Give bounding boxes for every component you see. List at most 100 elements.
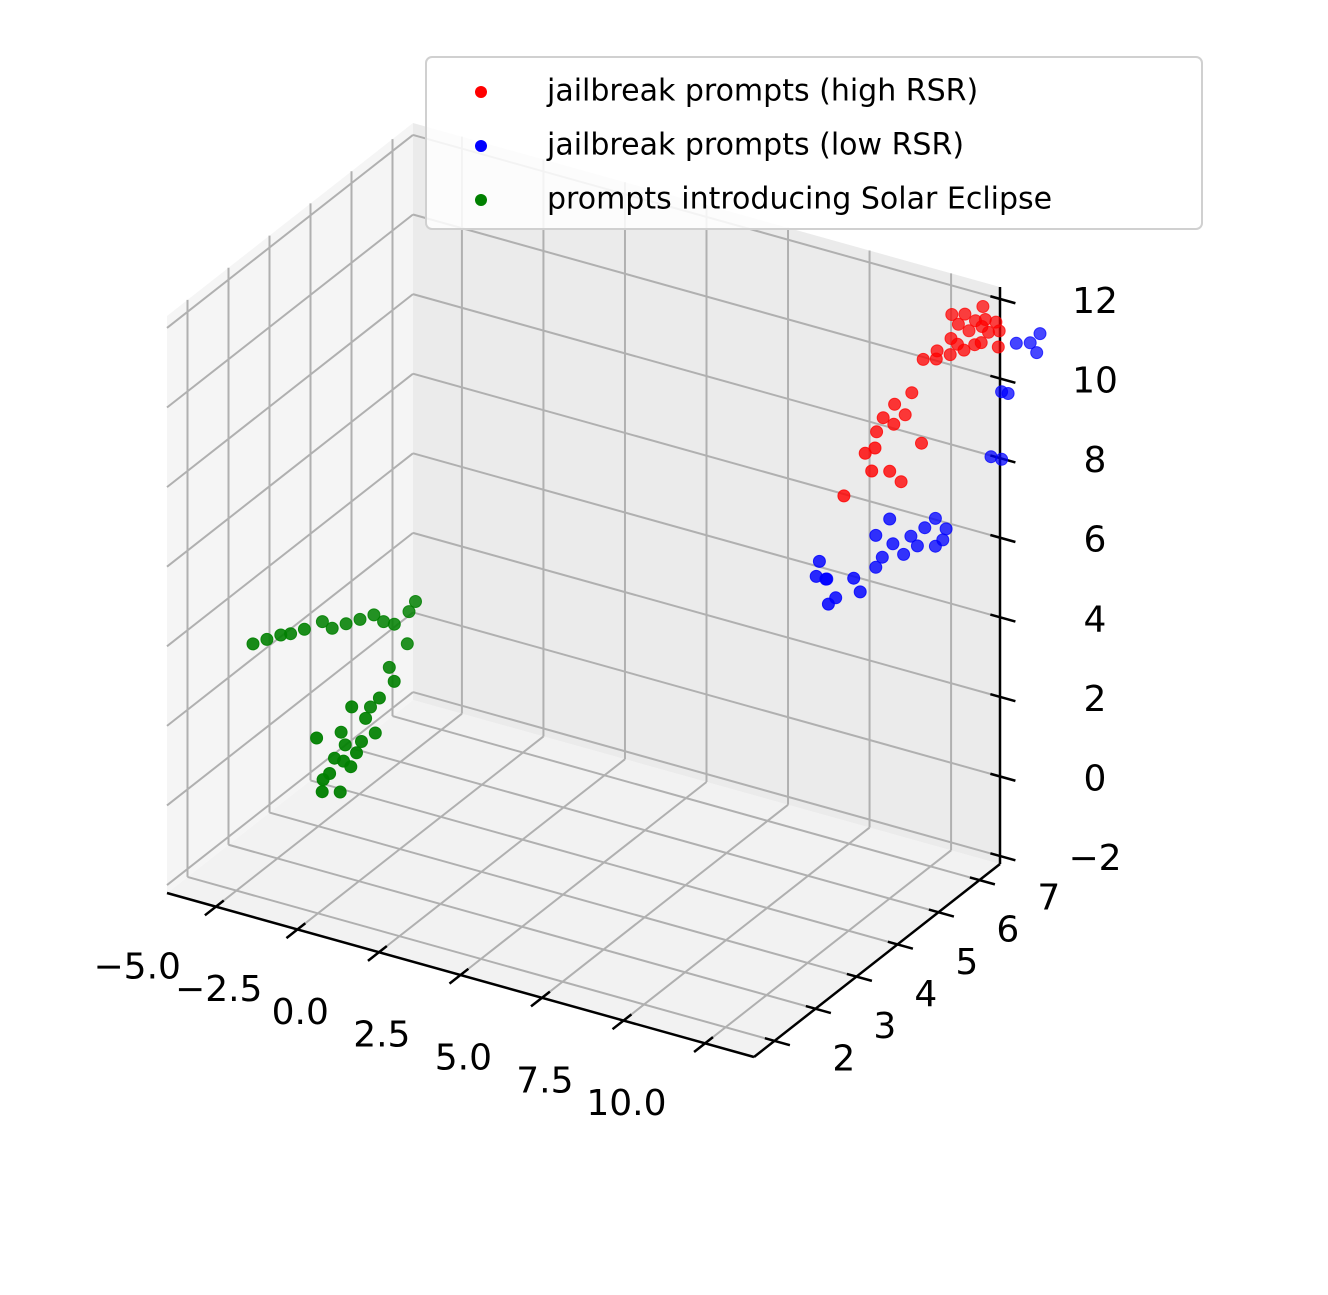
grid-line [187, 875, 775, 1042]
data-point [344, 760, 358, 774]
data-point [364, 700, 377, 714]
y-tick [928, 908, 955, 918]
data-point [334, 725, 348, 739]
legend-label: prompts introducing Solar Eclipse [547, 182, 1052, 217]
x-tick [204, 899, 225, 917]
grid-line [412, 531, 1001, 698]
data-point [995, 452, 1009, 466]
data-point [1009, 336, 1023, 350]
data-point [915, 436, 928, 450]
x-tick [611, 1013, 633, 1031]
series-1 [837, 300, 1006, 503]
data-point [883, 512, 897, 526]
y-tick [805, 1004, 832, 1015]
data-point [353, 612, 367, 626]
x-tick [285, 922, 307, 940]
data-point [316, 773, 330, 787]
data-point [888, 397, 902, 411]
x-tick [448, 967, 470, 985]
z-tick-label: 4 [1084, 599, 1107, 640]
data-point [1030, 346, 1044, 360]
data-point [958, 307, 972, 321]
z-tick-label: −2 [1068, 838, 1121, 879]
grid-line [378, 758, 626, 954]
x-tick-label: 2.5 [353, 1015, 410, 1056]
axis-lines [166, 287, 1016, 1059]
data-point [865, 464, 879, 478]
grid-line [166, 452, 414, 648]
data-point [904, 529, 918, 543]
legend-marker [475, 140, 487, 152]
data-point [338, 738, 352, 752]
data-point [409, 595, 422, 608]
x-tick [367, 945, 388, 962]
data-point [869, 528, 883, 542]
data-point [350, 746, 363, 760]
data-point [918, 521, 932, 535]
y-axis-line [753, 863, 1001, 1058]
y-tick-label: 5 [955, 942, 978, 983]
data-points [246, 300, 1047, 799]
data-point [858, 446, 872, 460]
data-point [853, 585, 867, 599]
y-tick [969, 876, 996, 886]
grid-line [310, 779, 898, 946]
grid-line [228, 843, 816, 1010]
y-tick [846, 972, 873, 983]
data-point [991, 340, 1005, 354]
y-tick-label: 4 [914, 974, 937, 1015]
data-point [355, 735, 368, 748]
data-point [876, 411, 890, 425]
grid-line [166, 372, 414, 568]
data-point [1033, 327, 1047, 341]
data-point [992, 324, 1006, 338]
data-point [936, 533, 950, 547]
data-point [875, 550, 889, 564]
z-tick [990, 692, 1016, 703]
data-point [869, 560, 883, 574]
data-point [868, 441, 882, 455]
x-tick [530, 990, 551, 1008]
data-point [339, 617, 353, 631]
z-tick [990, 613, 1016, 623]
tick-labels: −5.0−2.50.02.55.07.510.0234567−202468101… [94, 281, 1122, 1124]
data-point [976, 300, 990, 313]
legend-marker [475, 86, 487, 98]
data-point [883, 464, 897, 478]
data-point [945, 308, 959, 321]
x-tick-label: 0.0 [272, 992, 329, 1033]
grid-line [412, 293, 1001, 460]
data-point [284, 627, 298, 641]
data-point [382, 660, 396, 674]
data-point [400, 637, 414, 651]
data-point [812, 554, 826, 568]
grid-line [412, 213, 1001, 380]
grid-line [622, 826, 871, 1022]
grid-line [166, 213, 414, 409]
data-point [982, 325, 995, 339]
data-point [894, 475, 908, 489]
grid-line [459, 781, 708, 976]
data-point [377, 615, 391, 629]
z-tick [990, 374, 1016, 385]
legend-box [425, 56, 1203, 230]
legend-marker [475, 194, 487, 206]
data-point [916, 352, 930, 366]
grid-line [166, 293, 414, 488]
data-point [951, 317, 965, 331]
grid-line [269, 811, 857, 978]
data-point [345, 700, 359, 714]
y-tick-label: 6 [996, 910, 1019, 951]
data-point [939, 522, 953, 536]
data-point [297, 622, 311, 636]
z-tick [990, 295, 1016, 305]
data-point [328, 751, 341, 765]
grid-line [296, 735, 545, 931]
z-tick-label: 0 [1084, 758, 1107, 799]
y-tick-label: 7 [1037, 877, 1060, 918]
data-point [943, 348, 957, 362]
data-point [887, 417, 901, 431]
z-tick-label: 10 [1072, 361, 1118, 402]
grid-line [166, 611, 414, 807]
y-tick-label: 2 [832, 1038, 855, 1079]
